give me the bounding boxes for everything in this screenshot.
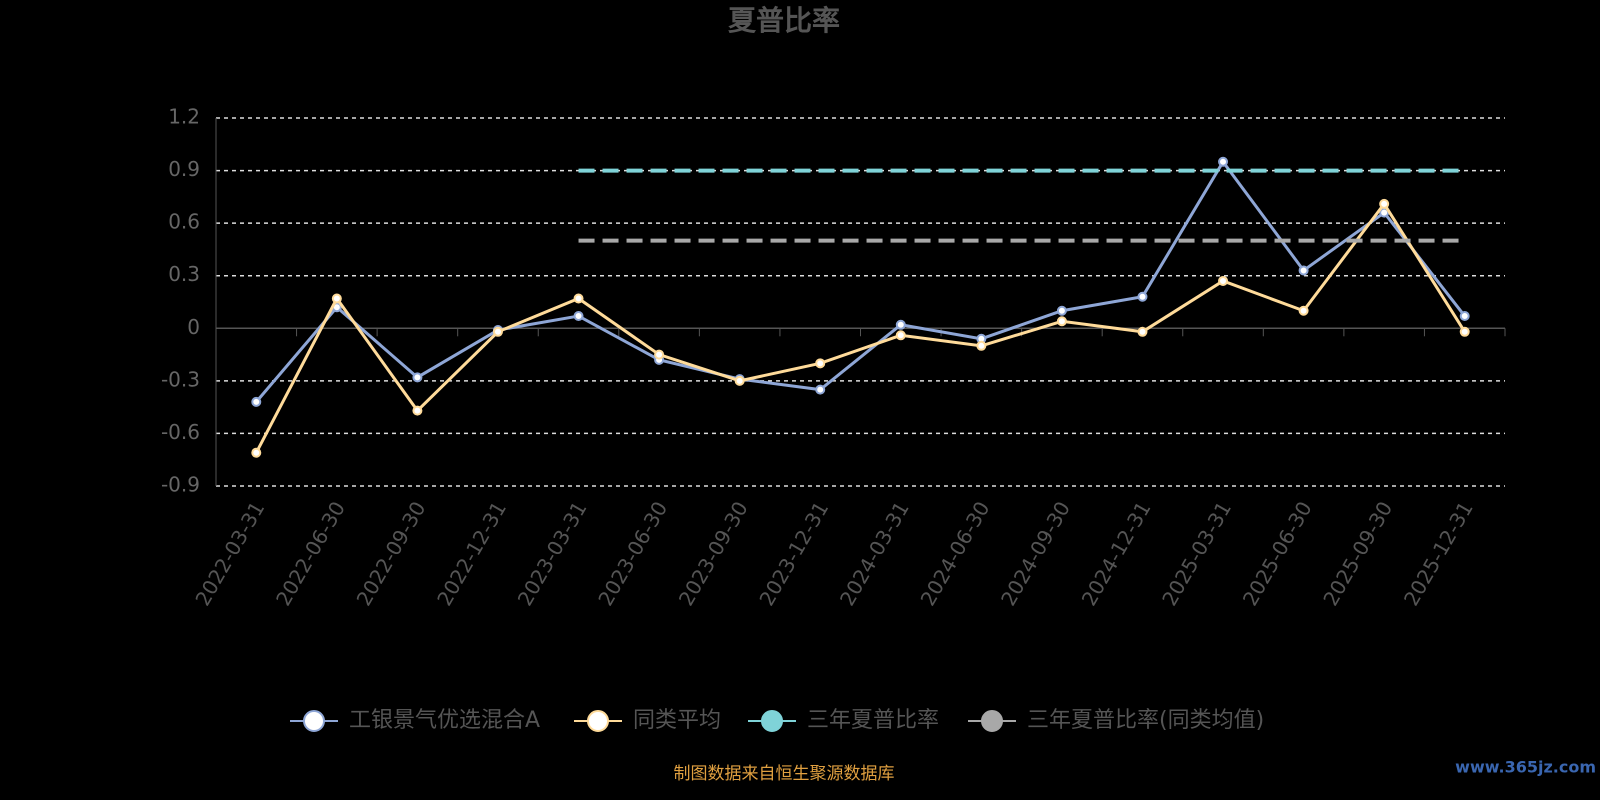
x-tick-label: 2022-03-31 [190,497,269,610]
chart-title: 夏普比率 [728,4,840,37]
legend-label: 三年夏普比率 [807,708,939,733]
y-tick-label: 0.9 [168,157,200,181]
point [1137,326,1148,337]
x-tick-label: 2023-06-30 [593,497,672,610]
y-tick-label: 0 [187,315,200,339]
y-tick-label: 1.2 [168,105,200,129]
point [976,340,987,351]
legend-label: 三年夏普比率(同类均值) [1027,708,1264,733]
x-tick-label: 2022-06-30 [271,497,350,610]
point [251,447,262,458]
legend-symbol [303,710,325,732]
point [573,311,584,322]
point [251,396,262,407]
legend-symbol [761,710,783,732]
y-tick-label: 0.3 [168,262,200,286]
y-tick-label: 0.6 [168,210,200,234]
point [492,326,503,337]
x-tick-label: 2025-09-30 [1318,497,1397,610]
point [331,293,342,304]
source-note: 制图数据来自恒生聚源数据库 [674,764,895,784]
watermark: www.365jz.com [1455,758,1596,777]
point [1056,305,1067,316]
point [654,349,665,360]
x-tick-label: 2023-03-31 [513,497,592,610]
x-tick-label: 2022-12-31 [432,497,511,610]
point [895,319,906,330]
point [573,293,584,304]
point [1379,198,1390,209]
x-tick-label: 2025-03-31 [1157,497,1236,610]
x-tick-label: 2024-12-31 [1077,497,1156,610]
x-tick-label: 2022-09-30 [352,497,431,610]
x-tick-label: 2024-06-30 [916,497,995,610]
point [412,372,423,383]
series-line [255,159,1466,403]
legend-symbol [587,710,609,732]
legend-symbol [981,710,1003,732]
x-tick-label: 2023-12-31 [754,497,833,610]
legend-label: 工银景气优选混合A [349,708,540,733]
series-line [254,201,1466,454]
point [1218,275,1229,286]
point [1459,311,1470,322]
point [734,375,745,386]
point [1218,156,1229,167]
x-tick-label: 2025-12-31 [1399,497,1478,610]
point [1298,305,1309,316]
point [1056,316,1067,327]
point [895,330,906,341]
point [1459,326,1470,337]
point [1298,265,1309,276]
point [815,384,826,395]
x-tick-label: 2025-06-30 [1238,497,1317,610]
x-tick-label: 2024-09-30 [996,497,1075,610]
y-tick-label: -0.6 [161,420,200,444]
x-tick-label: 2024-03-31 [835,497,914,610]
y-tick-label: -0.3 [161,367,200,391]
legend-label: 同类平均 [633,708,721,733]
point [1137,291,1148,302]
point [412,405,423,416]
y-tick-label: -0.9 [161,473,200,497]
x-tick-label: 2023-09-30 [674,497,753,610]
point [815,358,826,369]
